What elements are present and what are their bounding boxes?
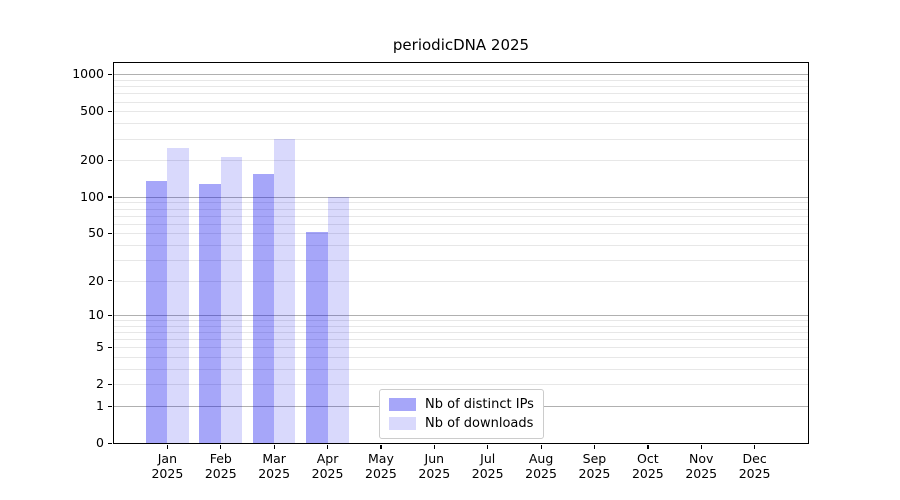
bar-distinct-ips (252, 173, 275, 443)
x-tick-label: Feb 2025 (204, 451, 237, 481)
minor-gridline (114, 123, 808, 125)
legend: Nb of distinct IPs Nb of downloads (379, 389, 544, 439)
x-tick-mark (540, 444, 542, 449)
minor-gridline (114, 80, 808, 82)
plot-area: 0 1 2 5 10 20 50 100 200 500 1000 Jan 2025 Feb 2025 M… (72, 62, 809, 480)
bar-distinct-ips (146, 180, 168, 443)
y-tick-label: 200 (80, 152, 104, 168)
y-tick-label: 0 (96, 435, 104, 450)
major-gridline (114, 74, 808, 76)
y-tick-label: 500 (80, 103, 104, 119)
minor-gridline (114, 357, 808, 359)
minor-gridline (114, 347, 808, 349)
x-tick-label: Oct 2025 (631, 451, 664, 481)
minor-gridline (114, 223, 808, 225)
legend-swatch-distinct-ips (389, 398, 416, 411)
x-tick-mark (433, 444, 435, 449)
y-tick-mark (108, 232, 112, 234)
legend-label-downloads: Nb of downloads (425, 416, 534, 431)
x-tick-label: May 2025 (365, 451, 397, 481)
y-tick-label: 100 (80, 188, 104, 204)
x-tick-mark (380, 444, 382, 449)
y-tick-label: 10 (88, 307, 104, 323)
minor-gridline (114, 202, 808, 204)
minor-gridline (114, 369, 808, 371)
x-tick-mark (593, 444, 596, 449)
legend-entry-downloads: Nb of downloads (389, 414, 534, 433)
minor-gridline (114, 86, 808, 88)
minor-gridline (114, 93, 808, 95)
x-tick-label: Nov 2025 (685, 451, 718, 481)
chart-title: periodicDNA 2025 (392, 36, 530, 54)
x-tick-mark (487, 444, 489, 449)
minor-gridline (114, 138, 808, 140)
minor-gridline (114, 384, 808, 386)
minor-gridline (114, 332, 808, 334)
x-tick-label: Aug 2025 (525, 451, 557, 481)
y-tick-label: 50 (88, 225, 104, 241)
legend-entry-distinct-ips: Nb of distinct IPs (389, 395, 534, 414)
minor-gridline (114, 280, 808, 282)
x-tick-label: Mar 2025 (258, 451, 291, 481)
minor-gridline (114, 111, 808, 113)
y-tick-mark (108, 159, 112, 161)
y-tick-mark (108, 314, 112, 316)
y-tick-label: 1000 (72, 66, 104, 82)
y-tick-mark (108, 110, 112, 113)
y-tick-mark (108, 346, 112, 349)
legend-swatch-downloads (389, 417, 416, 430)
bar-downloads (327, 196, 349, 443)
x-tick-mark (647, 444, 649, 449)
x-tick-label: Jul 2025 (471, 451, 504, 481)
y-tick-mark (108, 442, 112, 444)
y-tick-mark (108, 280, 112, 282)
gridlines-layer (114, 63, 808, 443)
minor-gridline (114, 160, 808, 162)
x-tick-mark (700, 444, 702, 449)
bar-downloads (220, 157, 243, 443)
y-tick-mark (108, 196, 112, 198)
major-gridline (114, 315, 808, 317)
x-tick-mark (273, 444, 275, 449)
minor-gridline (114, 320, 808, 322)
minor-gridline (114, 208, 808, 210)
minor-gridline (114, 215, 808, 217)
legend-label-distinct-ips: Nb of distinct IPs (425, 397, 534, 412)
bars-layer (114, 63, 808, 443)
minor-gridline (114, 233, 808, 235)
y-tick-label: 5 (96, 339, 104, 355)
minor-gridline (114, 259, 808, 261)
x-tick-label: Sep 2025 (578, 451, 611, 481)
x-tick-label: Jan 2025 (151, 451, 184, 481)
bar-distinct-ips (306, 232, 328, 443)
bar-downloads (167, 148, 189, 443)
x-tick-mark (166, 444, 169, 449)
x-tick-label: Apr 2025 (311, 451, 344, 481)
minor-gridline (114, 339, 808, 341)
y-tick-mark (108, 383, 112, 386)
y-tick-label: 2 (96, 376, 104, 392)
x-tick-label: Jun 2025 (418, 451, 451, 481)
x-tick-label: Dec 2025 (738, 451, 771, 481)
x-tick-mark (327, 444, 329, 449)
x-tick-mark (220, 444, 222, 449)
minor-gridline (114, 101, 808, 103)
bar-distinct-ips (199, 183, 221, 443)
y-tick-mark (108, 73, 112, 76)
minor-gridline (114, 325, 808, 327)
major-gridline (114, 196, 808, 198)
y-tick-label: 20 (88, 272, 104, 288)
y-tick-mark (108, 405, 112, 407)
minor-gridline (114, 244, 808, 246)
y-tick-label: 1 (96, 398, 104, 414)
bar-downloads (274, 138, 296, 443)
x-tick-mark (754, 444, 756, 449)
